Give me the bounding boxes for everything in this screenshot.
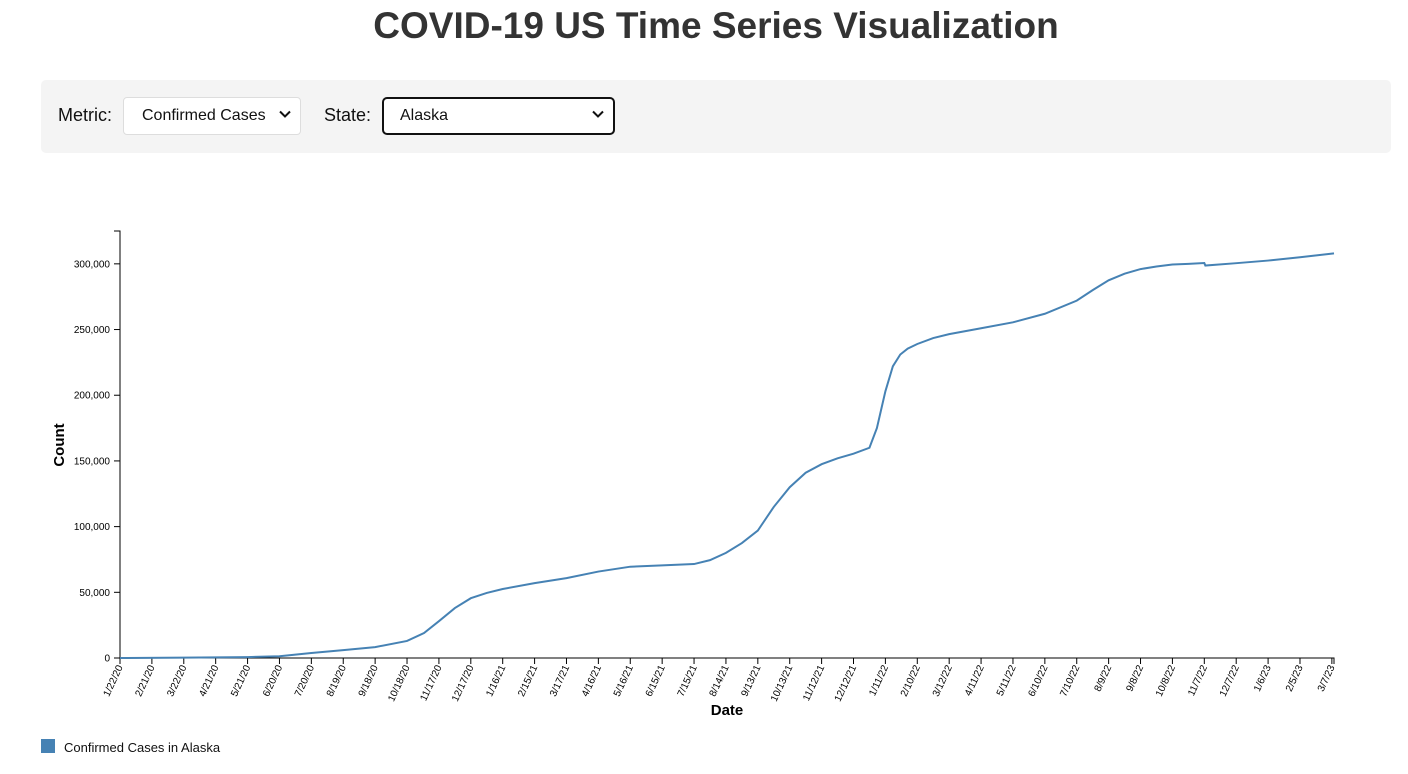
x-tick-label: 8/9/22 [1093,663,1115,693]
x-tick-label: 9/13/21 [739,663,763,698]
x-tick-label: 2/21/20 [134,663,158,698]
x-tick-label: 1/16/21 [484,663,508,698]
page-title: COVID-19 US Time Series Visualization [373,5,1059,46]
x-tick-label: 2/10/22 [899,663,923,698]
y-tick-label: 250,000 [74,325,111,336]
x-tick-label: 7/15/21 [676,663,700,698]
x-tick-label: 6/15/21 [644,663,668,698]
state-label: State: [324,105,372,125]
x-tick-label: 5/21/20 [229,663,253,698]
y-tick-label: 50,000 [79,588,110,599]
x-axis-label: Date [711,702,744,719]
x-tick-label: 9/8/22 [1125,663,1147,693]
x-tick-label: 3/7/23 [1316,663,1338,693]
y-tick-label: 100,000 [74,522,111,533]
x-tick-label: 12/7/22 [1218,663,1242,698]
x-tick-label: 10/8/22 [1154,663,1178,698]
x-axis-domain [119,657,1335,664]
legend-swatch [41,739,55,753]
metric-select-value: Confirmed Cases [142,107,266,124]
metric-label: Metric: [58,105,112,125]
y-tick-label: 300,000 [74,259,111,270]
state-select-value: Alaska [400,107,449,124]
x-tick-label: 11/12/21 [801,663,827,703]
x-tick-label: 7/20/20 [293,663,317,698]
x-tick-label: 4/16/21 [580,663,604,698]
x-tick-label: 1/22/20 [102,663,126,698]
x-tick-label: 8/14/21 [708,663,732,698]
x-tick-label: 12/17/20 [450,663,477,703]
chevron-down-icon [592,110,604,118]
x-tick-label: 1/11/22 [867,663,891,698]
x-tick-label: 3/22/20 [165,663,189,698]
x-tick-label: 10/18/20 [386,663,413,703]
x-axis: 1/22/20 2/21/20 3/22/20 4/21/20 5/21/20 6/20/… [102,657,1338,704]
x-tick-label: 11/17/20 [419,663,445,703]
x-tick-label: 11/7/22 [1186,663,1210,698]
x-tick-label: 7/10/22 [1058,663,1082,698]
y-tick-label: 150,000 [74,456,111,467]
x-tick-label: 1/6/23 [1252,663,1274,693]
x-tick-label: 2/15/21 [516,663,540,698]
y-tick-label: 0 [104,654,110,665]
legend-label: Confirmed Cases in Alaska [64,740,221,755]
metric-select[interactable]: Confirmed Cases [123,97,301,135]
x-tick-label: 6/10/22 [1026,663,1050,698]
controls-panel: Metric: Confirmed Cases State: Alaska [41,80,1391,153]
x-tick-label: 4/11/22 [963,663,987,698]
line-chart: 0 50,000 100,000 150,000 200,000 250,000 300,0… [51,230,1338,719]
x-tick-label: 9/18/20 [357,663,381,698]
x-tick-label: 5/16/21 [612,663,636,698]
x-tick-label: 3/12/22 [931,663,955,698]
y-axis: 0 50,000 100,000 150,000 200,000 250,000 300,0… [74,230,121,665]
x-tick-label: 3/17/21 [548,663,572,698]
state-select[interactable]: Alaska [382,97,615,135]
y-axis-domain [114,230,121,659]
x-tick-label: 12/12/21 [833,663,860,703]
series-line-confirmed-cases [119,252,1335,659]
y-tick-label: 200,000 [74,391,111,402]
x-tick-label: 2/5/23 [1284,663,1306,693]
y-axis-label: Count [51,423,68,466]
x-tick-label: 4/21/20 [197,663,221,698]
x-tick-label: 10/13/21 [769,663,796,703]
x-tick-label: 8/19/20 [325,663,349,698]
x-tick-label: 5/11/22 [995,663,1019,698]
x-tick-label: 6/20/20 [261,663,285,698]
chevron-down-icon [279,110,291,118]
